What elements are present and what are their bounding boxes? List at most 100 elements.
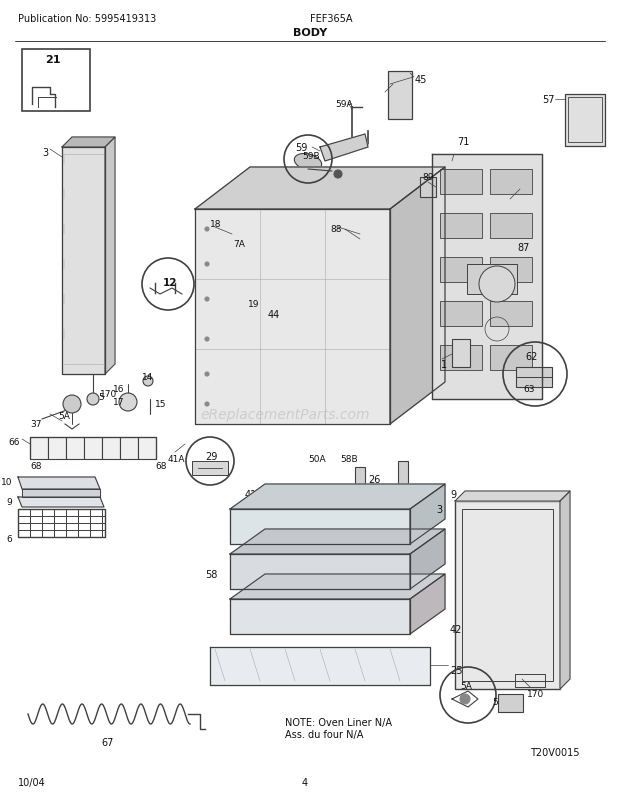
Polygon shape xyxy=(410,484,445,545)
Text: 57: 57 xyxy=(542,95,555,105)
Text: 44: 44 xyxy=(268,310,280,320)
Text: 68: 68 xyxy=(155,461,167,471)
Text: 88: 88 xyxy=(330,225,342,233)
Bar xyxy=(440,257,482,282)
Text: 58: 58 xyxy=(206,569,218,579)
Bar xyxy=(192,461,228,476)
Text: 59A: 59A xyxy=(335,100,353,109)
Circle shape xyxy=(205,298,209,302)
Text: 17: 17 xyxy=(113,398,125,407)
Polygon shape xyxy=(390,168,445,424)
Text: Publication No: 5995419313: Publication No: 5995419313 xyxy=(18,14,156,24)
Polygon shape xyxy=(455,492,570,501)
Text: 3: 3 xyxy=(436,504,442,514)
Text: 45: 45 xyxy=(415,75,427,85)
Text: 9: 9 xyxy=(450,489,456,500)
Bar xyxy=(498,695,523,712)
Circle shape xyxy=(63,395,81,414)
Bar xyxy=(467,265,517,294)
Bar xyxy=(565,95,605,147)
Text: 15: 15 xyxy=(155,399,167,408)
Polygon shape xyxy=(105,138,115,375)
Text: 18: 18 xyxy=(210,220,221,229)
Text: 9: 9 xyxy=(6,497,12,506)
Polygon shape xyxy=(210,647,430,685)
Text: 14: 14 xyxy=(142,373,153,382)
Circle shape xyxy=(479,267,515,302)
Polygon shape xyxy=(230,529,445,554)
Text: 26: 26 xyxy=(368,475,381,484)
Text: 5A: 5A xyxy=(460,681,472,691)
Text: 42: 42 xyxy=(450,624,463,634)
Text: 12: 12 xyxy=(163,277,177,288)
Circle shape xyxy=(460,695,470,704)
Circle shape xyxy=(205,228,209,232)
Text: 58B: 58B xyxy=(340,455,358,464)
Text: T20V0015: T20V0015 xyxy=(530,747,580,757)
Bar xyxy=(490,346,532,371)
Circle shape xyxy=(87,394,99,406)
Text: 10/04: 10/04 xyxy=(18,777,46,787)
Bar xyxy=(138,437,156,460)
Bar xyxy=(398,461,408,529)
Polygon shape xyxy=(18,477,100,489)
Bar xyxy=(102,437,120,460)
Circle shape xyxy=(334,171,342,179)
Bar xyxy=(22,50,90,111)
Polygon shape xyxy=(230,484,445,509)
Text: 59: 59 xyxy=(296,143,308,153)
Text: BODY: BODY xyxy=(293,28,327,38)
Circle shape xyxy=(119,394,137,411)
Bar xyxy=(48,437,66,460)
Polygon shape xyxy=(410,529,445,589)
Text: 66: 66 xyxy=(9,437,20,447)
Polygon shape xyxy=(320,135,368,162)
Text: 50A: 50A xyxy=(308,455,326,464)
Bar xyxy=(490,170,532,195)
Circle shape xyxy=(205,403,209,407)
Text: 3: 3 xyxy=(42,148,48,158)
Polygon shape xyxy=(62,138,115,148)
Text: 7A: 7A xyxy=(233,240,245,249)
Text: 89: 89 xyxy=(422,172,433,182)
Text: 25: 25 xyxy=(450,665,463,675)
Polygon shape xyxy=(230,599,410,634)
Circle shape xyxy=(143,376,153,387)
Polygon shape xyxy=(195,210,390,424)
Text: 29: 29 xyxy=(205,452,218,461)
Polygon shape xyxy=(18,497,104,508)
Bar xyxy=(490,302,532,326)
Text: 71: 71 xyxy=(457,137,469,147)
Text: Ass. du four N/A: Ass. du four N/A xyxy=(285,729,363,739)
Polygon shape xyxy=(62,148,105,375)
Text: 19: 19 xyxy=(248,300,260,309)
Polygon shape xyxy=(230,554,410,589)
Text: 4: 4 xyxy=(302,777,308,787)
Bar xyxy=(516,367,552,387)
Text: NOTE: Oven Liner N/A: NOTE: Oven Liner N/A xyxy=(285,717,392,727)
Text: 63: 63 xyxy=(523,384,534,394)
Polygon shape xyxy=(410,574,445,634)
Text: 21: 21 xyxy=(45,55,61,65)
Bar xyxy=(440,170,482,195)
Ellipse shape xyxy=(294,154,322,172)
Bar xyxy=(452,339,470,367)
Bar xyxy=(440,214,482,239)
Bar xyxy=(66,437,84,460)
Bar xyxy=(490,257,532,282)
Bar xyxy=(420,178,436,198)
Text: 5A: 5A xyxy=(58,411,70,420)
Bar xyxy=(355,468,365,525)
Text: 67: 67 xyxy=(102,737,114,747)
Polygon shape xyxy=(560,492,570,689)
Text: eReplacementParts.com: eReplacementParts.com xyxy=(200,407,370,422)
Text: 7: 7 xyxy=(410,489,416,500)
Text: 5: 5 xyxy=(492,697,498,706)
Bar xyxy=(440,346,482,371)
Text: 68: 68 xyxy=(30,461,42,471)
Circle shape xyxy=(205,263,209,267)
Text: 41A: 41A xyxy=(168,455,185,464)
Bar xyxy=(30,437,48,460)
Text: 62: 62 xyxy=(525,351,538,362)
Text: 5: 5 xyxy=(98,392,104,402)
